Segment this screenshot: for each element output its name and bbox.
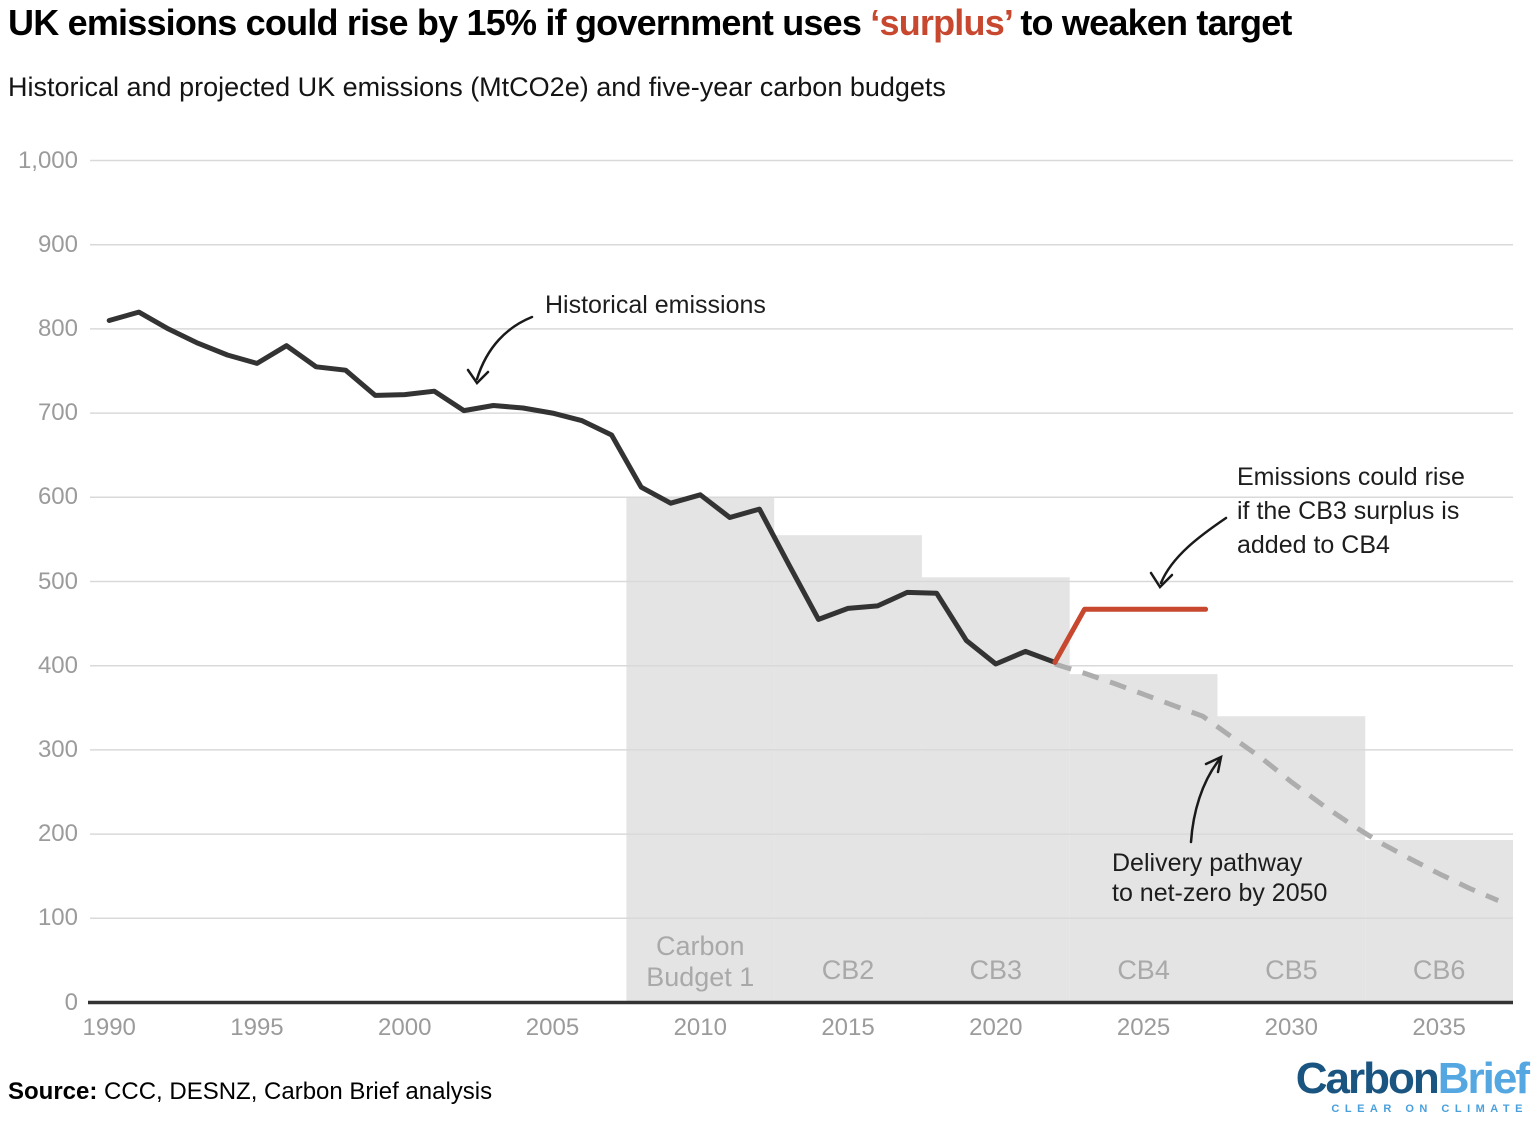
pathway-arrow-head xyxy=(1204,754,1223,774)
surplus-arrow xyxy=(1159,516,1228,585)
x-tick-label: 1990 xyxy=(82,1014,136,1041)
logo-carbon-text: Carbon xyxy=(1295,1054,1440,1103)
y-tick-label: 1,000 xyxy=(17,146,78,174)
carbon-budget-label: CB3 xyxy=(886,955,1106,986)
pathway-arrow xyxy=(1189,758,1221,844)
logo-tagline: CLEAR ON CLIMATE xyxy=(1331,1103,1528,1115)
carbon-budget-label-line: CB5 xyxy=(1265,955,1318,985)
y-tick-label: 300 xyxy=(37,735,78,763)
y-tick-label: 0 xyxy=(64,988,78,1016)
carbon-budget-label-line: CB2 xyxy=(821,955,875,985)
carbon-budget-label-line: Budget 1 xyxy=(646,962,755,992)
x-tick-label: 1995 xyxy=(230,1014,284,1041)
y-tick-label: 200 xyxy=(37,820,78,848)
carbon-budget-label: Carbon Budget 1 xyxy=(590,931,810,993)
logo-wordmark: CarbonBrief xyxy=(1295,1054,1530,1103)
carbon-budget-label: CB5 xyxy=(1181,955,1401,986)
y-tick-label: 400 xyxy=(37,651,78,679)
carbon-budget-label-line: CB4 xyxy=(1117,955,1170,985)
carbon-budget-label: CB2 xyxy=(738,955,958,986)
annotation-line: Emissions could rise xyxy=(1237,463,1465,491)
x-tick-label: 2035 xyxy=(1412,1014,1466,1041)
y-tick-label: 500 xyxy=(37,567,78,595)
carbon-budget-label: CB4 xyxy=(1034,955,1254,986)
carbon-budget-label: CB6 xyxy=(1329,955,1536,986)
budget-block xyxy=(774,535,922,1003)
annotation-line: added to CB4 xyxy=(1237,531,1390,559)
pathway-line xyxy=(1054,661,1500,903)
budget-block xyxy=(1069,674,1218,1003)
surplus-annotation: Emissions could rise if the CB3 surplus … xyxy=(1237,460,1465,562)
carbon-budget-label-line: CB6 xyxy=(1412,955,1466,985)
y-tick-label: 100 xyxy=(37,904,78,932)
carbon-budget-label-line: CB3 xyxy=(969,955,1023,985)
x-tick-label: 2025 xyxy=(1116,1014,1171,1041)
carbon-budget-label-line: Carbon xyxy=(655,931,745,961)
pathway-annotation: Delivery pathway to net-zero by 2050 xyxy=(1112,848,1327,908)
x-tick-label: 2000 xyxy=(378,1014,432,1041)
historical-emissions-annotation: Historical emissions xyxy=(545,290,766,320)
carbon-brief-logo: CarbonBrief CLEAR ON CLIMATE xyxy=(1295,1054,1530,1116)
historical-line xyxy=(106,309,1058,667)
y-tick-label: 700 xyxy=(37,399,78,427)
historical-arrow xyxy=(475,315,534,381)
chart-title-prefix: UK emissions could rise by 15% if govern… xyxy=(8,2,871,43)
chart-title-suffix: to weaken target xyxy=(1011,2,1292,43)
chart-layers xyxy=(88,159,1513,1005)
chart-title: UK emissions could rise by 15% if govern… xyxy=(8,2,1292,44)
x-tick-label: 2010 xyxy=(673,1014,727,1041)
annotation-line: to net-zero by 2050 xyxy=(1112,879,1328,907)
annotation-line: Historical emissions xyxy=(545,291,766,319)
surplus-line xyxy=(1052,606,1209,665)
chart-title-highlight: ‘surplus’ xyxy=(870,2,1012,43)
x-tick-label: 2015 xyxy=(821,1014,875,1041)
annotation-arrows xyxy=(466,315,1228,844)
logo-brief-text: Brief xyxy=(1437,1054,1530,1103)
source-label: Source: xyxy=(8,1078,98,1105)
x-tick-label: 2030 xyxy=(1264,1014,1319,1041)
budget-block xyxy=(1365,839,1513,1003)
x-tick-label: 2005 xyxy=(525,1014,580,1041)
source-text: CCC, DESNZ, Carbon Brief analysis xyxy=(97,1078,493,1105)
y-tick-label: 900 xyxy=(37,230,78,258)
surplus-arrow-head xyxy=(1149,571,1174,589)
annotation-line: if the CB3 surplus is xyxy=(1237,497,1460,525)
historical-arrow-head xyxy=(466,368,490,385)
budget-block xyxy=(1217,716,1366,1003)
x-tick-label: 2020 xyxy=(969,1014,1023,1041)
budget-block xyxy=(921,577,1070,1003)
y-tick-label: 600 xyxy=(37,483,78,511)
source-note: Source: CCC, DESNZ, Carbon Brief analysi… xyxy=(8,1078,492,1106)
y-tick-label: 800 xyxy=(37,314,78,342)
annotation-line: Delivery pathway xyxy=(1112,849,1303,877)
chart-subtitle: Historical and projected UK emissions (M… xyxy=(8,72,946,102)
